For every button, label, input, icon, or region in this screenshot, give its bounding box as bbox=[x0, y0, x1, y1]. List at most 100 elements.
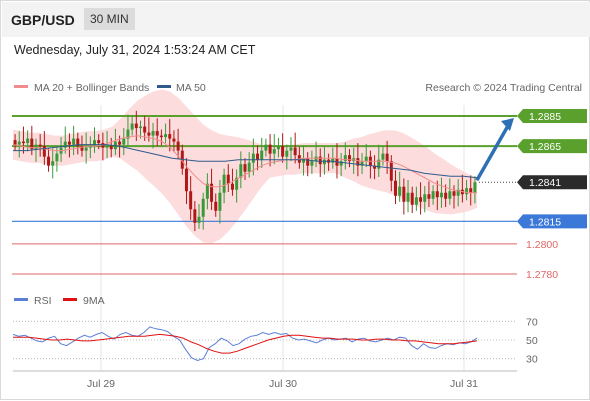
legend-swatch-9ma bbox=[63, 298, 77, 301]
candle bbox=[314, 156, 318, 162]
candle bbox=[293, 147, 297, 156]
candle bbox=[381, 153, 385, 160]
candle bbox=[13, 140, 17, 145]
candle bbox=[101, 143, 105, 148]
ma50-line bbox=[13, 144, 478, 179]
legend-swatch-ma50 bbox=[157, 85, 171, 88]
candle bbox=[264, 144, 268, 151]
candle bbox=[423, 194, 427, 202]
candle bbox=[105, 146, 109, 148]
candle bbox=[469, 188, 473, 193]
candle bbox=[281, 146, 285, 157]
candle bbox=[402, 186, 406, 202]
timeframe-button[interactable]: 30 MIN bbox=[84, 8, 135, 30]
candle bbox=[193, 209, 197, 223]
candle bbox=[155, 131, 159, 136]
candle bbox=[243, 164, 247, 172]
legend-label-rsi: RSI bbox=[34, 295, 52, 307]
level-tag-1.2815 bbox=[517, 214, 587, 229]
rsi-level-label: 70 bbox=[526, 316, 538, 328]
candle bbox=[360, 161, 364, 166]
candle bbox=[143, 126, 147, 133]
candle bbox=[55, 153, 59, 162]
candle bbox=[197, 216, 201, 223]
rsi-level-label: 30 bbox=[526, 354, 538, 366]
candle bbox=[38, 144, 42, 147]
rsi-ma-line bbox=[13, 333, 478, 354]
candle bbox=[134, 123, 138, 129]
candle bbox=[318, 156, 322, 165]
candle bbox=[80, 146, 84, 151]
candle bbox=[159, 135, 163, 138]
forecast-arrow bbox=[475, 123, 511, 182]
candle bbox=[164, 134, 168, 138]
candle bbox=[151, 131, 155, 136]
level-label-1.2780: 1.2780 bbox=[526, 269, 558, 281]
candle bbox=[118, 141, 122, 145]
x-tick-label: Jul 30 bbox=[269, 378, 297, 390]
candle bbox=[398, 186, 402, 196]
candle bbox=[339, 161, 343, 166]
candle bbox=[109, 146, 113, 150]
legend-label-ma20: MA 20 + Bollinger Bands bbox=[34, 82, 149, 94]
candle bbox=[272, 149, 276, 154]
candle bbox=[260, 150, 264, 160]
candle bbox=[63, 141, 67, 148]
candle bbox=[377, 159, 381, 169]
candle bbox=[251, 153, 255, 163]
candle bbox=[201, 198, 205, 217]
candle bbox=[30, 138, 34, 150]
candle bbox=[343, 155, 347, 162]
x-tick-label: Jul 31 bbox=[450, 378, 478, 390]
candle bbox=[385, 153, 389, 162]
candle bbox=[147, 132, 151, 136]
candle bbox=[473, 182, 477, 193]
candle bbox=[289, 147, 293, 151]
candle bbox=[285, 150, 289, 157]
candle bbox=[210, 183, 214, 202]
forecast-arrow-head bbox=[501, 118, 514, 132]
current-price-tag bbox=[517, 175, 587, 190]
candle bbox=[310, 161, 314, 166]
candle bbox=[84, 147, 88, 151]
research-credit: Research © 2024 Trading Central bbox=[425, 82, 582, 94]
candle bbox=[348, 155, 352, 162]
candle bbox=[176, 141, 180, 151]
candle bbox=[276, 146, 280, 150]
candle bbox=[389, 161, 393, 181]
candle bbox=[51, 161, 55, 166]
level-label-1.2885: 1.2885 bbox=[529, 111, 561, 123]
candle bbox=[306, 158, 310, 166]
candle bbox=[356, 158, 360, 166]
timestamp: Wednesday, July 31, 2024 1:53:24 AM CET bbox=[14, 43, 256, 57]
candle bbox=[465, 188, 469, 195]
candle bbox=[406, 192, 410, 202]
candle bbox=[122, 138, 126, 145]
candle bbox=[419, 197, 423, 202]
candle bbox=[427, 194, 431, 199]
candle bbox=[76, 138, 80, 147]
candle bbox=[373, 165, 377, 169]
candle bbox=[67, 141, 71, 145]
candle bbox=[168, 134, 172, 139]
legend-label-9ma: 9MA bbox=[83, 295, 105, 307]
symbol-title: GBP/USD bbox=[11, 12, 75, 28]
x-tick-label: Jul 29 bbox=[87, 378, 115, 390]
candle bbox=[331, 158, 335, 163]
candle bbox=[247, 162, 251, 172]
candle bbox=[431, 191, 435, 199]
candle bbox=[126, 129, 130, 139]
candle bbox=[230, 183, 234, 190]
candle bbox=[414, 197, 418, 205]
candle bbox=[26, 138, 30, 144]
level-label-1.2815: 1.2815 bbox=[529, 216, 561, 228]
level-tag-1.2885 bbox=[517, 109, 587, 124]
candle bbox=[93, 140, 97, 145]
candle bbox=[34, 144, 38, 150]
candle bbox=[138, 126, 142, 129]
candle bbox=[235, 177, 239, 190]
level-tag-1.2865 bbox=[517, 139, 587, 154]
candle bbox=[448, 191, 452, 199]
candle bbox=[189, 191, 193, 210]
